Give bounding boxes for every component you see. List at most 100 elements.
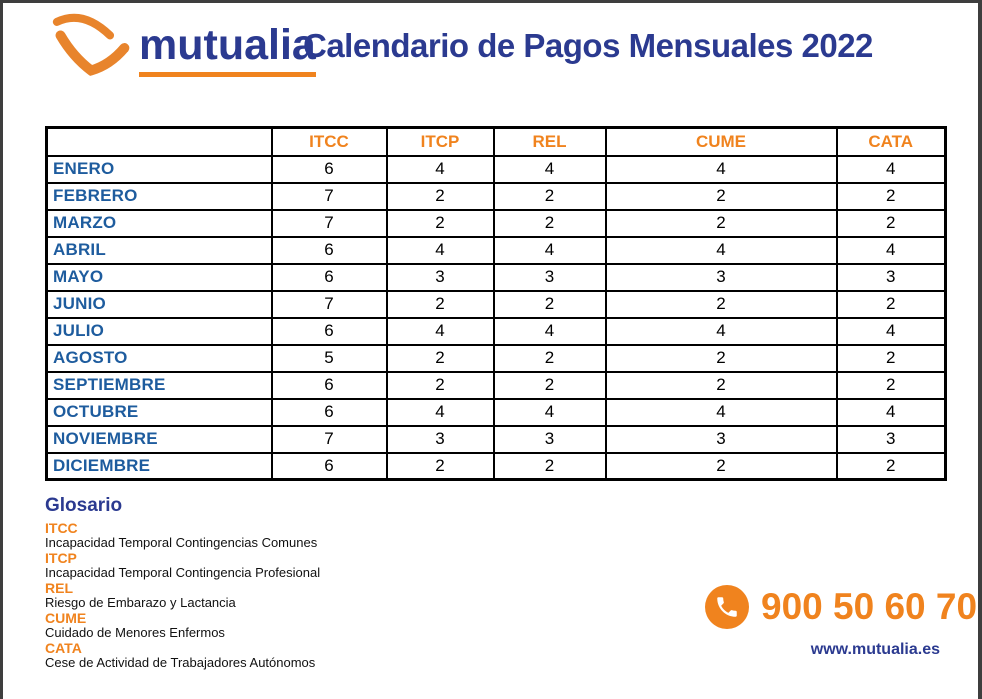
payment-count-cell: 4: [604, 397, 838, 427]
mutualia-logo-icon: [52, 13, 130, 76]
payment-count-cell: 2: [492, 289, 607, 319]
glossary-term: ITCP: [45, 550, 77, 566]
payment-count-cell: 4: [385, 397, 495, 427]
payment-count-cell: 4: [492, 235, 607, 265]
payment-count-cell: 4: [604, 316, 838, 346]
table-row: AGOSTO 5 2 2 2 2: [45, 343, 947, 373]
payment-count-cell: 4: [835, 235, 947, 265]
column-header-itcc: ITCC: [270, 126, 388, 157]
payment-count-cell: 4: [835, 154, 947, 184]
glossary-definition: Cese de Actividad de Trabajadores Autóno…: [45, 655, 316, 670]
month-label: MARZO: [45, 208, 273, 238]
payment-count-cell: 2: [385, 451, 495, 481]
payment-count-cell: 7: [270, 208, 388, 238]
payment-count-cell: 7: [270, 181, 388, 211]
month-label: ENERO: [45, 154, 273, 184]
payment-count-cell: 2: [835, 208, 947, 238]
phone-block: 900 50 60 70: [705, 585, 977, 629]
month-label: JUNIO: [45, 289, 273, 319]
payment-count-cell: 2: [385, 208, 495, 238]
phone-number: 900 50 60 70: [761, 586, 978, 627]
column-header-rel: REL: [492, 126, 607, 157]
glossary-definition: Cuidado de Menores Enfermos: [45, 625, 225, 640]
payment-count-cell: 6: [270, 451, 388, 481]
payment-count-cell: 2: [835, 451, 947, 481]
column-header-cata: CATA: [835, 126, 947, 157]
payment-count-cell: 4: [835, 397, 947, 427]
payment-count-cell: 4: [492, 316, 607, 346]
corner-cell: [45, 126, 273, 157]
payment-count-cell: 2: [385, 343, 495, 373]
payment-count-cell: 7: [270, 424, 388, 454]
table-row: NOVIEMBRE 7 3 3 3 3: [45, 424, 947, 454]
column-header-cume: CUME: [604, 126, 838, 157]
payment-count-cell: 3: [385, 262, 495, 292]
table-row: MAYO 6 3 3 3 3: [45, 262, 947, 292]
payment-count-cell: 2: [835, 181, 947, 211]
phone-icon: [705, 585, 749, 629]
payment-count-cell: 4: [492, 397, 607, 427]
payment-count-cell: 2: [492, 451, 607, 481]
payment-count-cell: 7: [270, 289, 388, 319]
table-row: JUNIO 7 2 2 2 2: [45, 289, 947, 319]
payment-count-cell: 4: [385, 154, 495, 184]
glossary-term: CATA: [45, 640, 82, 656]
month-label: OCTUBRE: [45, 397, 273, 427]
payment-count-cell: 2: [835, 289, 947, 319]
website-link[interactable]: www.mutualia.es: [810, 641, 940, 658]
payment-count-cell: 3: [385, 424, 495, 454]
payment-count-cell: 2: [604, 451, 838, 481]
payment-count-cell: 2: [385, 181, 495, 211]
payment-count-cell: 3: [604, 262, 838, 292]
payments-table: ITCC ITCP REL CUME CATA ENERO 6 4 4 4 4 FEBRER…: [45, 126, 947, 481]
payment-count-cell: 4: [385, 235, 495, 265]
payment-count-cell: 3: [835, 424, 947, 454]
glossary-definition: Incapacidad Temporal Contingencias Comun…: [45, 535, 318, 550]
month-label: SEPTIEMBRE: [45, 370, 273, 400]
payment-count-cell: 6: [270, 397, 388, 427]
month-label: MAYO: [45, 262, 273, 292]
glossary-heading: Glosario: [45, 495, 123, 516]
logo-wordmark: mutualia: [139, 19, 316, 77]
glossary-term: ITCC: [45, 520, 78, 536]
table-row: MARZO 7 2 2 2 2: [45, 208, 947, 238]
payment-count-cell: 2: [492, 208, 607, 238]
month-label: JULIO: [45, 316, 273, 346]
payment-count-cell: 4: [385, 316, 495, 346]
payment-count-cell: 2: [385, 370, 495, 400]
table-row: JULIO 6 4 4 4 4: [45, 316, 947, 346]
payment-count-cell: 6: [270, 316, 388, 346]
payment-count-cell: 3: [492, 262, 607, 292]
table-body: ENERO 6 4 4 4 4 FEBRERO 7 2 2 2 2 MARZO 7 2 2 2 2 ABRIL 6 4 4…: [45, 154, 947, 481]
page-title: Calendario de Pagos Mensuales 2022: [303, 27, 873, 64]
payment-count-cell: 6: [270, 262, 388, 292]
payment-count-cell: 2: [492, 343, 607, 373]
glossary-section: Glosario ITCC Incapacidad Temporal Contin…: [45, 495, 525, 671]
payment-count-cell: 2: [604, 370, 838, 400]
column-header-itcp: ITCP: [385, 126, 495, 157]
payment-count-cell: 2: [835, 370, 947, 400]
table-row: SEPTIEMBRE 6 2 2 2 2: [45, 370, 947, 400]
payment-count-cell: 3: [492, 424, 607, 454]
payment-count-cell: 3: [835, 262, 947, 292]
payment-count-cell: 6: [270, 154, 388, 184]
glossary-definition: Riesgo de Embarazo y Lactancia: [45, 595, 236, 610]
payment-count-cell: 2: [604, 181, 838, 211]
month-label: NOVIEMBRE: [45, 424, 273, 454]
table-header-row: ITCC ITCP REL CUME CATA: [45, 126, 947, 157]
payment-count-cell: 4: [835, 316, 947, 346]
payment-count-cell: 5: [270, 343, 388, 373]
month-label: ABRIL: [45, 235, 273, 265]
payment-count-cell: 4: [604, 235, 838, 265]
payment-count-cell: 2: [604, 289, 838, 319]
table-row: OCTUBRE 6 4 4 4 4: [45, 397, 947, 427]
table-row: DICIEMBRE 6 2 2 2 2: [45, 451, 947, 481]
payment-count-cell: 2: [385, 289, 495, 319]
payment-count-cell: 2: [604, 208, 838, 238]
table-row: ABRIL 6 4 4 4 4: [45, 235, 947, 265]
glossary-term: CUME: [45, 610, 87, 626]
payment-count-cell: 4: [492, 154, 607, 184]
payment-count-cell: 2: [835, 343, 947, 373]
payment-count-cell: 6: [270, 235, 388, 265]
